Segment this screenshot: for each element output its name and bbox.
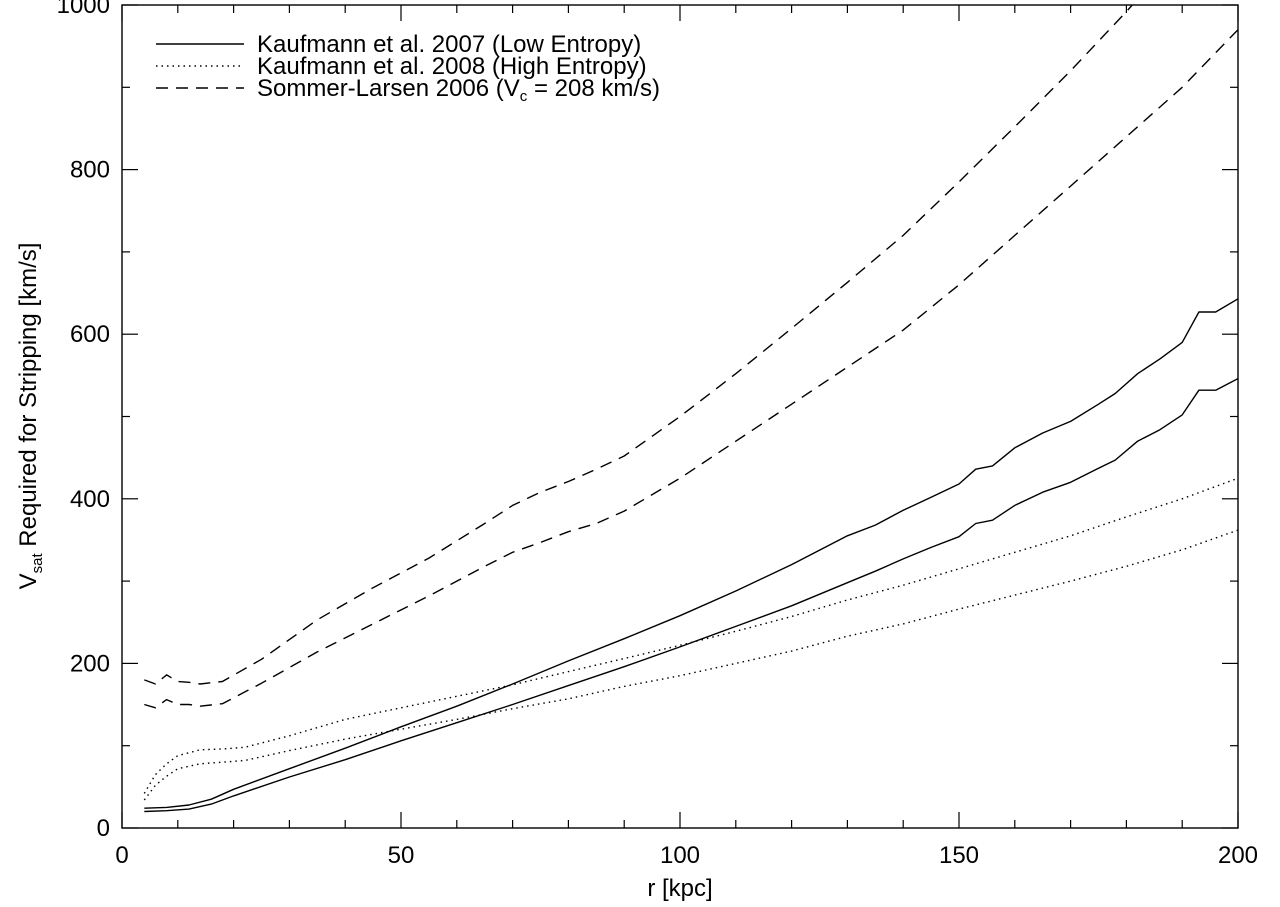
x-tick-label: 150 (939, 842, 979, 869)
series-line-solid-1 (144, 377, 1238, 813)
x-tick-label: 200 (1218, 842, 1258, 869)
y-tick-label: 800 (70, 157, 110, 184)
y-tick-label: 400 (70, 486, 110, 513)
series-line-dashed-5 (144, 29, 1238, 709)
y-axis-label: Vsat Required for Stripping [km/s] (15, 243, 46, 590)
tick-marks (121, 4, 1239, 829)
x-tick-label: 0 (115, 842, 128, 869)
plot-frame (121, 4, 1239, 829)
y-tick-label: 0 (97, 815, 110, 842)
series-line-dotted-2 (143, 477, 1238, 794)
y-tick-labels: 0 200 400 600 800 1000 (57, 0, 110, 842)
y-tick-label: 600 (70, 321, 110, 348)
y-tick-label: 1000 (57, 0, 110, 19)
legend-label-solid: Kaufmann et al. 2007 (Low Entropy) (257, 31, 641, 58)
legend-label-dotted: Kaufmann et al. 2008 (High Entropy) (257, 53, 647, 80)
x-tick-label: 50 (388, 842, 415, 869)
legend-label-dashed: Sommer-Larsen 2006 (Vc = 208 km/s) (257, 75, 660, 105)
x-tick-labels: 0 50 100 150 200 (115, 842, 1258, 869)
legend: Kaufmann et al. 2007 (Low Entropy) Kaufm… (156, 31, 660, 105)
y-tick-label: 200 (70, 650, 110, 677)
x-axis-label: r [kpc] (647, 875, 712, 902)
series-line-solid-0 (144, 298, 1238, 809)
series-line-dotted-3 (143, 529, 1238, 801)
series-line-dashed-4 (144, 5, 1134, 685)
x-tick-label: 100 (660, 842, 700, 869)
series-group (143, 5, 1238, 813)
